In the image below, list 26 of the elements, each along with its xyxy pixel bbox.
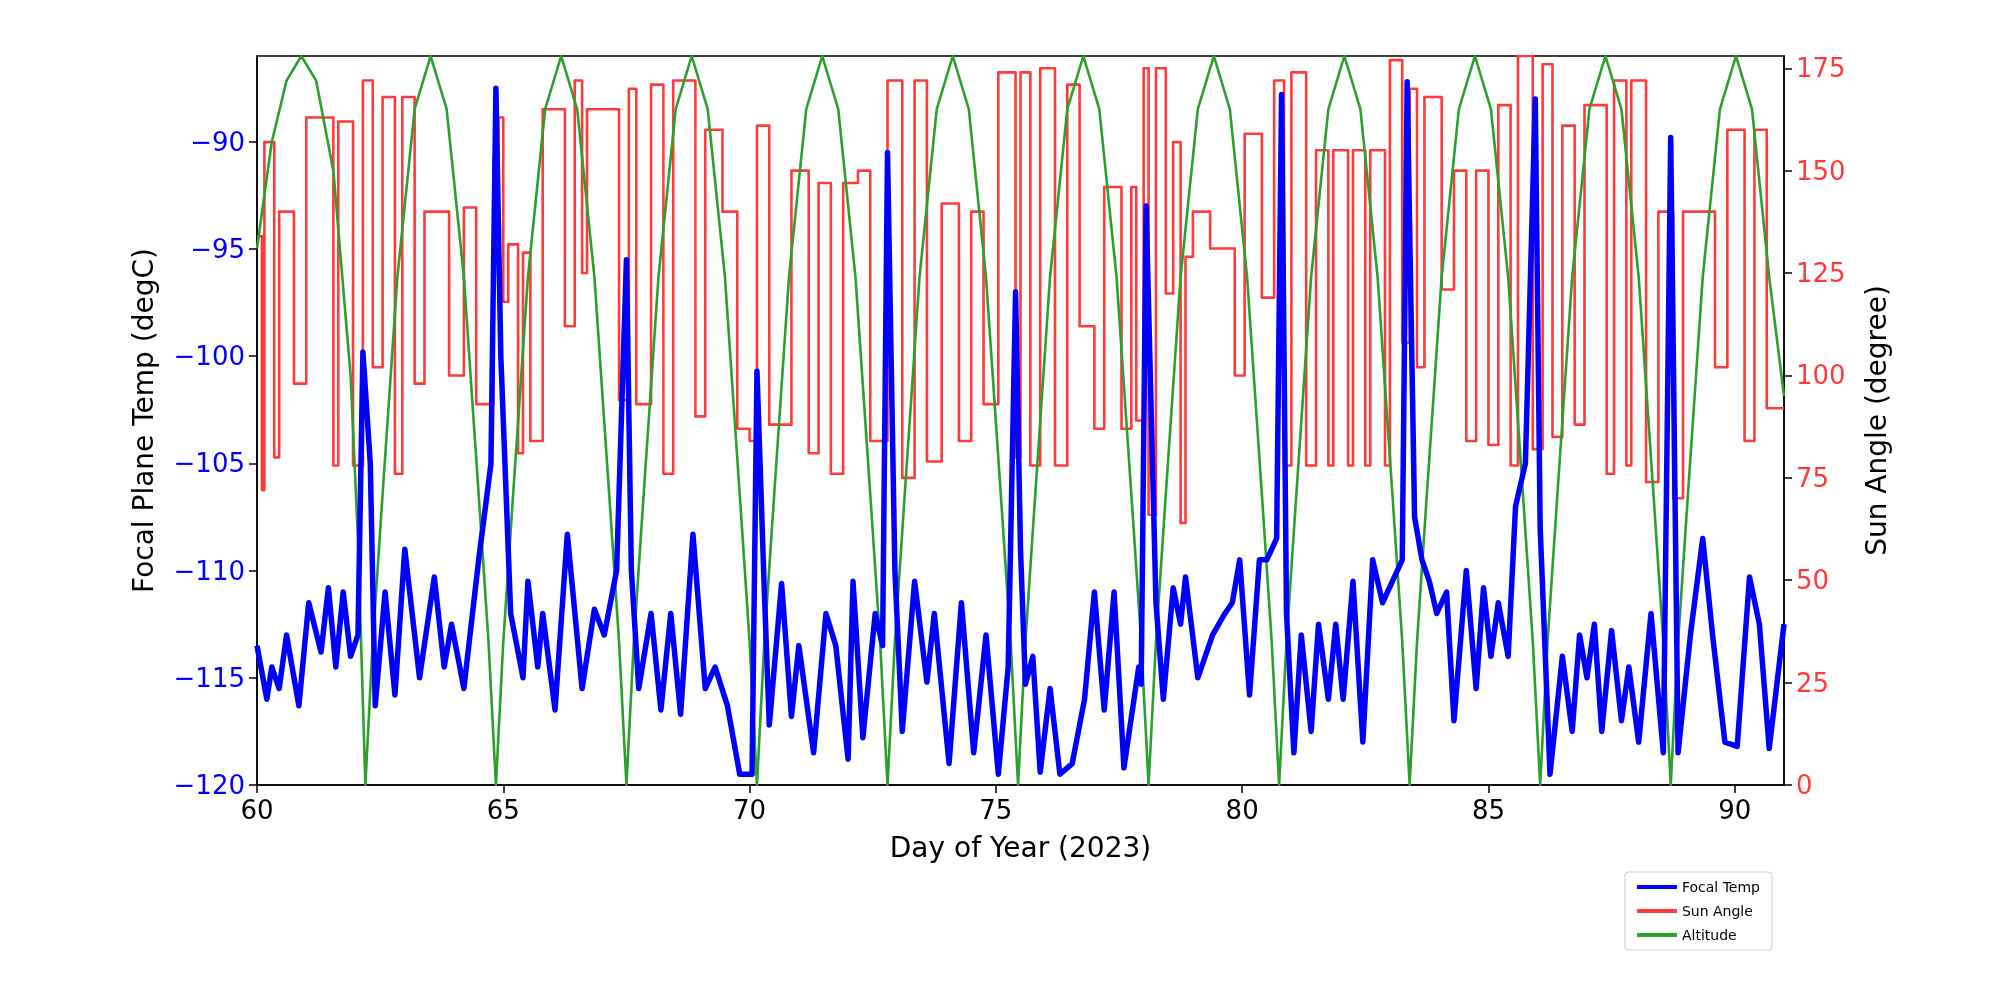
legend-label: Focal Temp (1681, 879, 1761, 895)
y-tick-label: −95 (190, 233, 245, 264)
x-axis-title: Day of Year (2023) (889, 830, 1152, 864)
y-tick-label: −115 (173, 662, 245, 693)
y2-tick-label: 175 (1796, 53, 1846, 84)
x-tick-label: 75 (979, 795, 1013, 825)
y2-tick-label: 25 (1796, 667, 1830, 698)
y-tick-label: −100 (173, 341, 245, 372)
y2-axis-title: Sun Angle (degree) (1859, 285, 1893, 556)
y2-tick-label: 75 (1796, 462, 1830, 493)
x-tick-label: 85 (1471, 795, 1505, 825)
y2-tick-label: 125 (1796, 258, 1846, 289)
y2-tick-label: 50 (1796, 565, 1830, 596)
y2-tick-label: 100 (1796, 360, 1846, 391)
y-tick-label: −90 (190, 126, 245, 157)
x-tick-label: 80 (1225, 795, 1259, 825)
y2-tick-label: 150 (1796, 155, 1846, 186)
x-tick-label: 65 (486, 795, 520, 825)
y-tick-label: −110 (173, 555, 245, 586)
y-axis-title: Focal Plane Temp (degC) (126, 248, 160, 593)
legend-label: Altitude (1681, 927, 1737, 943)
x-tick-label: 90 (1718, 795, 1752, 825)
y-tick-label: −105 (173, 448, 245, 479)
y2-tick-label: 0 (1796, 770, 1813, 800)
x-tick-label: 70 (733, 795, 767, 825)
legend-label: Sun Angle (1681, 903, 1753, 919)
